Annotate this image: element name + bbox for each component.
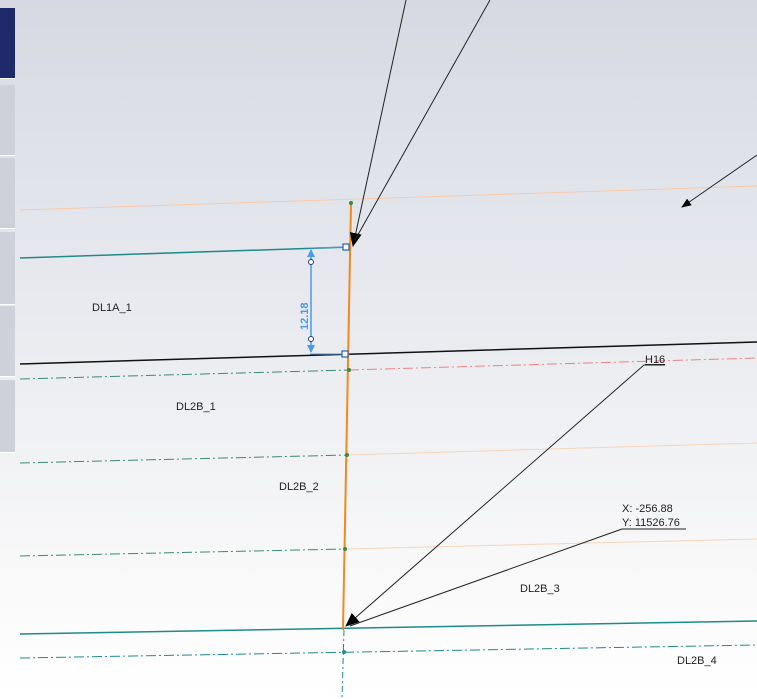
dimension-handle-bottom[interactable] (308, 336, 314, 342)
sketch-point-2[interactable] (345, 453, 349, 457)
cursor-readout-x: X: -256.88 (622, 503, 673, 515)
readout-leader[interactable] (349, 528, 623, 627)
side-tab-2[interactable] (0, 85, 15, 156)
region-label-dl2b-3[interactable]: DL2B_3 (520, 583, 560, 595)
region-label-dl2b-1[interactable]: DL2B_1 (176, 401, 216, 413)
sketch-point-3[interactable] (343, 547, 347, 551)
teal-boundary-line-lower[interactable] (19, 620, 757, 635)
side-tab-5[interactable] (0, 306, 15, 377)
construction-line-top[interactable] (19, 185, 757, 211)
callout-leader-h16[interactable] (345, 364, 645, 627)
centerline-4[interactable] (19, 644, 757, 659)
dimension-arrow-bottom-icon (307, 345, 315, 353)
centerline-2[interactable] (19, 454, 348, 464)
centerline-1[interactable] (19, 369, 350, 380)
callout-label-h16[interactable]: H16 (645, 354, 665, 366)
region-label-dl2b-2[interactable]: DL2B_2 (279, 481, 319, 493)
sketch-point-top[interactable] (349, 201, 353, 205)
region-label-dl1a-1[interactable]: DL1A_1 (92, 302, 132, 314)
leader-line-right[interactable] (681, 154, 757, 208)
dimension-extension-upper (309, 246, 345, 249)
sketch-point-4[interactable] (342, 650, 346, 654)
leader-line-b[interactable] (354, 0, 491, 241)
side-tab-6[interactable] (0, 380, 15, 453)
leader-line-a[interactable] (349, 0, 407, 247)
construction-line-middle[interactable] (344, 442, 757, 456)
orange-vertical-line[interactable] (342, 202, 352, 631)
centerline-3[interactable] (19, 548, 346, 557)
side-tab-3[interactable] (0, 158, 15, 229)
black-sketch-line[interactable] (19, 341, 757, 365)
centerline-red[interactable] (348, 357, 757, 371)
teal-boundary-line-upper[interactable] (19, 246, 351, 259)
side-tab-4[interactable] (0, 232, 15, 305)
side-tab-1[interactable] (0, 8, 15, 79)
dimension-arrow-top-icon (307, 249, 315, 257)
vertical-centerline[interactable] (341, 629, 345, 699)
cursor-readout-y: Y: 11526.76 (622, 517, 680, 529)
dimension-value[interactable]: 12.18 (299, 302, 311, 330)
region-label-dl2b-4[interactable]: DL2B_4 (677, 655, 717, 667)
construction-line-lower[interactable] (344, 538, 757, 550)
sketch-point-1[interactable] (347, 368, 351, 372)
dimension-handle-top[interactable] (308, 259, 314, 265)
